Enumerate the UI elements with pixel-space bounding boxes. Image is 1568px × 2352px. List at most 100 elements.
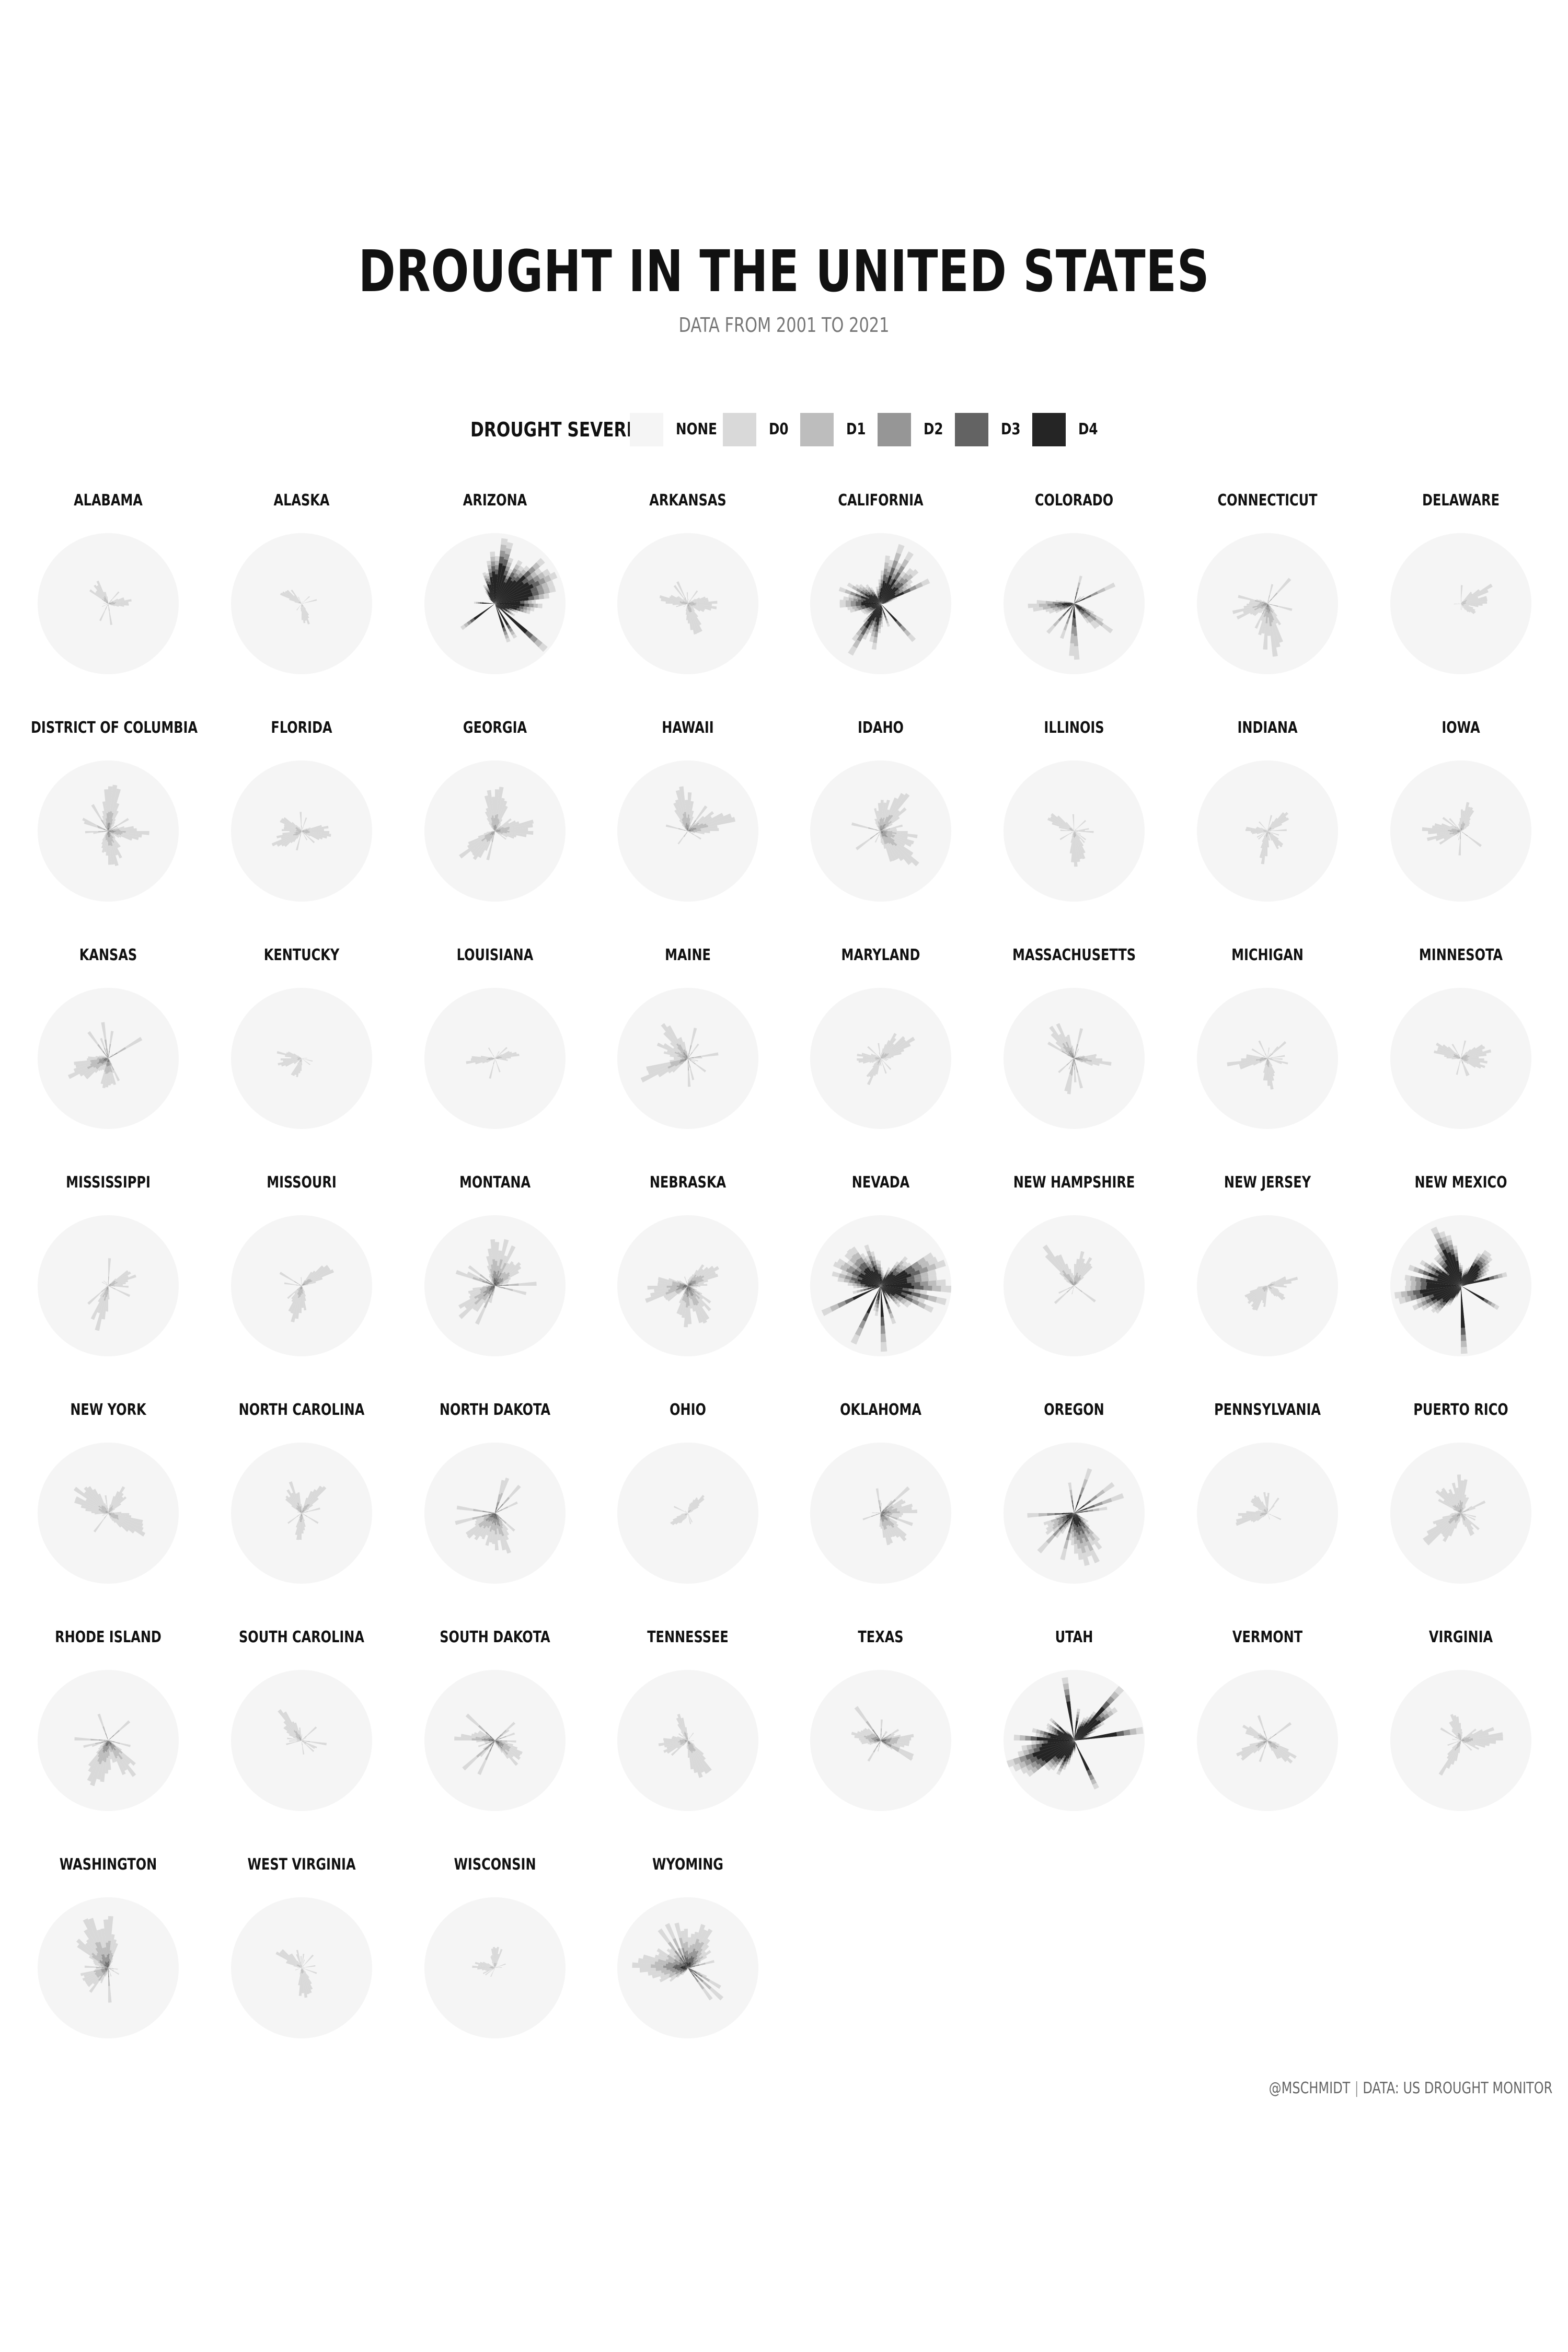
wedge-d1 [1263, 1058, 1267, 1060]
legend-label-d0: D0 [769, 420, 789, 439]
wedge-d1 [1267, 828, 1269, 831]
wedge-d3 [688, 829, 689, 831]
wedge-d4 [881, 603, 884, 604]
wedge-d1 [299, 602, 302, 604]
wedge-d1 [875, 1058, 881, 1059]
wedge-d0 [301, 831, 302, 834]
wedge-d1 [1073, 831, 1074, 836]
wedge-d1 [880, 1058, 881, 1060]
wedge-d4 [881, 604, 882, 608]
wedge-d1 [1267, 831, 1270, 835]
wedge-d3 [688, 1284, 692, 1286]
wedge-d1 [1461, 1058, 1462, 1060]
wedge-d3 [108, 831, 111, 832]
wedge-d1 [1263, 1510, 1267, 1513]
wedge-d0 [1267, 1286, 1276, 1297]
wedge-d2 [107, 1058, 108, 1062]
wedge-d4 [1073, 604, 1074, 618]
wedge-d4 [878, 599, 881, 604]
wedge-d1 [881, 1058, 883, 1059]
wedge-d1 [1457, 829, 1461, 831]
wedge-d1 [108, 1510, 112, 1513]
wedge-d3 [107, 1058, 108, 1060]
wedge-d2 [108, 1283, 109, 1286]
wedge-d2 [300, 1286, 302, 1290]
wedge-d2 [1457, 831, 1461, 832]
wedge-d1 [1265, 1512, 1267, 1513]
wedge-d2 [494, 1286, 495, 1288]
wedge-d4 [879, 1286, 881, 1287]
wedge-d0 [686, 1284, 688, 1286]
wedge-d0 [1074, 820, 1087, 831]
wedge-d2 [881, 828, 884, 831]
wedge-d0 [1073, 831, 1074, 833]
wedge-d0 [688, 601, 692, 604]
wedge-d4 [857, 1278, 881, 1286]
wedge-d2 [1461, 828, 1462, 831]
wedge-d2 [107, 602, 108, 604]
wedge-d4 [1073, 603, 1074, 604]
wedge-d1 [1266, 1508, 1267, 1513]
wedge-d0 [1461, 604, 1483, 606]
wedge-d3 [878, 1513, 881, 1514]
wedge-d2 [105, 1511, 108, 1513]
wedge-d4 [881, 1279, 883, 1286]
wedge-d4 [491, 600, 495, 604]
wedge-d1 [1260, 1513, 1267, 1516]
legend-label-d2: D2 [924, 420, 943, 439]
wedge-d0 [1073, 1275, 1074, 1286]
wedge-d0 [1252, 1504, 1267, 1513]
wedge-d0 [1252, 1286, 1267, 1310]
wedge-d1 [1074, 831, 1076, 834]
wedge-d4 [1461, 1273, 1462, 1286]
wedge-d4 [492, 1286, 495, 1287]
wedge-d2 [688, 1058, 690, 1059]
wedge-d3 [687, 828, 688, 831]
wedge-d4 [1431, 1286, 1461, 1301]
wedge-d1 [1265, 602, 1267, 604]
wedge-d0 [291, 590, 302, 604]
wedge-d0 [1458, 603, 1461, 604]
wedge-d4 [1437, 1278, 1461, 1286]
wedge-d1 [1260, 1513, 1267, 1514]
wedge-d0 [1072, 1285, 1074, 1286]
wedge-d3 [495, 1285, 498, 1286]
wedge-d1 [1074, 831, 1075, 838]
wedge-d2 [105, 1512, 108, 1513]
wedge-d0 [1267, 831, 1271, 841]
wedge-d0 [1246, 1511, 1267, 1513]
wedge-d1 [1461, 828, 1464, 831]
wedge-d0 [1461, 1511, 1463, 1513]
wedge-d1 [1267, 1286, 1271, 1287]
wedge-d4 [872, 604, 881, 609]
wedge-d0 [1459, 829, 1461, 831]
wedge-d1 [298, 1058, 302, 1060]
wedge-d2 [108, 1057, 110, 1058]
wedge-d2 [1461, 1057, 1463, 1058]
wedge-d0 [103, 1513, 108, 1515]
wedge-d1 [1266, 1058, 1267, 1063]
wedge-d2 [1073, 1058, 1074, 1061]
wedge-d0 [688, 1495, 705, 1513]
wedge-d0 [872, 1058, 881, 1063]
wedge-d0 [873, 1058, 881, 1065]
wedge-d2 [688, 831, 691, 832]
wedge-d4 [1074, 1501, 1079, 1513]
wedge-d2 [1459, 829, 1461, 831]
wedge-d2 [881, 829, 883, 831]
wedge-d2 [108, 1513, 111, 1515]
wedge-d0 [1461, 604, 1475, 612]
wedge-d2 [107, 1511, 108, 1513]
wedge-d4 [860, 1273, 881, 1286]
wedge-d3 [495, 1285, 498, 1286]
wedge-d0 [1267, 1278, 1286, 1286]
wedge-d2 [106, 1511, 108, 1513]
state-name: ALASKA [273, 491, 330, 510]
wedge-d0 [1264, 828, 1267, 831]
wedge-d2 [1072, 1057, 1074, 1058]
wedge-d0 [878, 828, 881, 831]
wedge-d1 [108, 831, 111, 833]
wedge-d4 [106, 1058, 108, 1059]
wedge-d0 [1236, 1513, 1267, 1523]
polar-area-chart [424, 988, 566, 1129]
